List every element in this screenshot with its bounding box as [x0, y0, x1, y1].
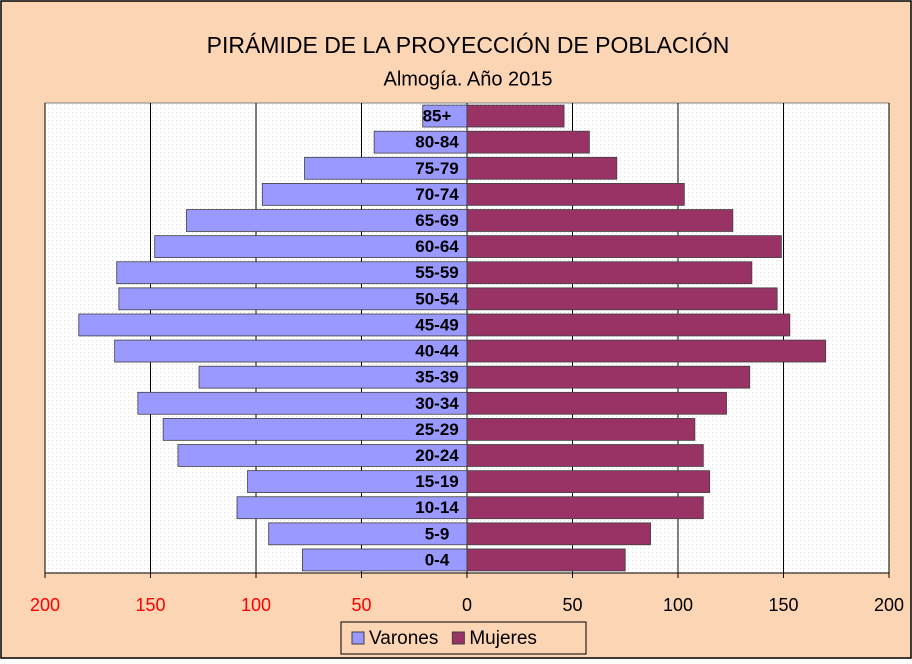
bar	[466, 339, 827, 363]
bar	[78, 313, 468, 337]
category-label: 30-34	[415, 394, 459, 413]
x-tick-label: 150	[135, 595, 165, 615]
category-label: 10-14	[415, 498, 459, 517]
chart-title: PIRÁMIDE DE LA PROYECCIÓN DE POBLACIÓN	[207, 32, 730, 58]
bar	[466, 365, 751, 389]
category-label: 60-64	[415, 237, 459, 256]
bar	[466, 548, 626, 572]
bar	[466, 235, 782, 258]
bar	[466, 418, 696, 441]
category-label: 70-74	[415, 185, 459, 204]
bar	[466, 470, 711, 493]
bar	[466, 444, 704, 467]
chart-subtitle: Almogía. Año 2015	[383, 68, 552, 90]
category-label: 55-59	[415, 263, 458, 282]
x-tick-label: 50	[351, 595, 371, 615]
category-label: 35-39	[415, 368, 458, 387]
category-label: 65-69	[415, 211, 458, 230]
category-label: 75-79	[415, 159, 458, 178]
x-tick-label: 200	[874, 595, 904, 615]
bar	[466, 313, 791, 337]
bar	[466, 391, 727, 415]
x-tick-label: 50	[562, 595, 582, 615]
category-label: 20-24	[415, 446, 459, 465]
bar	[466, 183, 685, 206]
x-tick-label: 100	[663, 595, 693, 615]
bar	[466, 209, 734, 232]
legend-swatch	[351, 631, 365, 645]
bar	[466, 104, 565, 128]
bar	[466, 496, 704, 520]
bar	[466, 287, 778, 311]
category-label: 5-9	[425, 524, 450, 543]
x-tick-label: 100	[241, 595, 271, 615]
legend-label: Varones	[369, 628, 438, 649]
bar	[114, 339, 468, 363]
category-label: 85+	[423, 107, 452, 126]
legend-label: Mujeres	[469, 628, 537, 649]
category-label: 80-84	[415, 133, 459, 152]
x-tick-label: 0	[462, 595, 472, 615]
category-label: 0-4	[425, 550, 450, 569]
category-label: 45-49	[415, 315, 458, 334]
bar	[466, 130, 590, 154]
bar	[466, 156, 618, 180]
x-tick-label: 200	[30, 595, 60, 615]
category-label: 15-19	[415, 472, 458, 491]
category-label: 50-54	[415, 289, 459, 308]
legend-swatch	[451, 631, 465, 645]
category-label: 25-29	[415, 420, 458, 439]
x-tick-label: 150	[768, 595, 798, 615]
bar	[466, 261, 753, 285]
bar	[466, 522, 651, 546]
category-label: 40-44	[415, 342, 459, 361]
